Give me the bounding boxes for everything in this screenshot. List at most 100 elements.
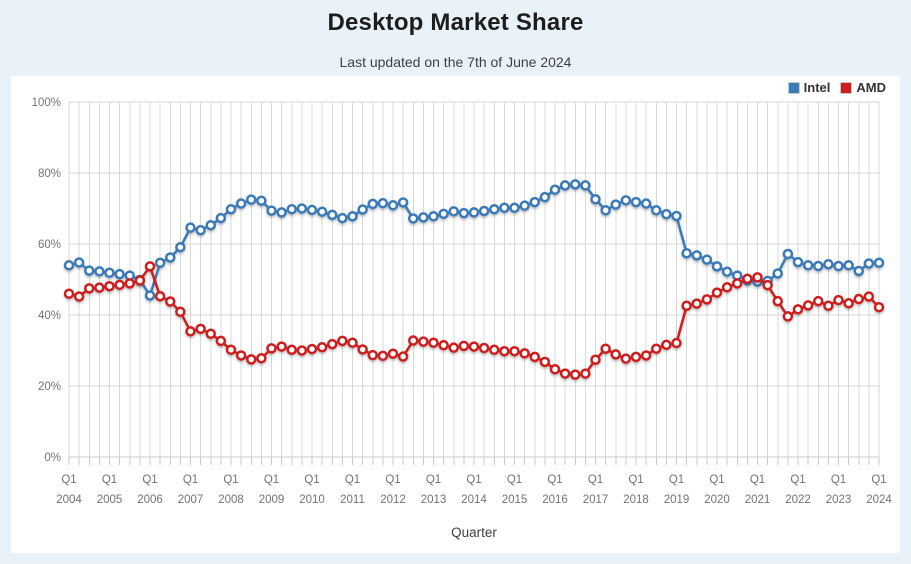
data-point-intel[interactable]	[478, 205, 490, 217]
data-point-amd[interactable]	[691, 298, 702, 309]
data-point-intel[interactable]	[438, 208, 449, 220]
data-point-amd[interactable]	[539, 356, 551, 368]
data-point-amd[interactable]	[306, 343, 318, 355]
data-point-amd[interactable]	[489, 344, 500, 356]
data-point-amd[interactable]	[499, 345, 510, 357]
data-point-amd[interactable]	[661, 339, 672, 351]
data-point-amd[interactable]	[792, 304, 804, 315]
data-point-intel[interactable]	[327, 209, 338, 221]
data-point-intel[interactable]	[408, 213, 419, 224]
data-point-intel[interactable]	[620, 195, 632, 206]
data-point-amd[interactable]	[63, 288, 75, 299]
data-point-intel[interactable]	[448, 206, 459, 217]
data-point-intel[interactable]	[792, 256, 804, 268]
data-point-intel[interactable]	[813, 260, 824, 272]
data-point-intel[interactable]	[185, 222, 196, 233]
data-point-amd[interactable]	[559, 368, 571, 379]
data-point-amd[interactable]	[286, 344, 297, 356]
data-point-amd[interactable]	[681, 300, 692, 312]
data-point-amd[interactable]	[468, 341, 480, 352]
data-point-intel[interactable]	[235, 198, 247, 209]
data-point-amd[interactable]	[377, 350, 389, 362]
data-point-amd[interactable]	[316, 342, 328, 353]
data-point-amd[interactable]	[549, 364, 561, 375]
data-point-amd[interactable]	[357, 344, 368, 355]
data-point-amd[interactable]	[711, 287, 723, 298]
legend-item-intel[interactable]: Intel	[787, 80, 830, 95]
data-point-intel[interactable]	[316, 206, 328, 217]
data-point-amd[interactable]	[863, 291, 875, 302]
data-point-intel[interactable]	[782, 248, 794, 260]
data-point-amd[interactable]	[853, 293, 864, 305]
data-point-intel[interactable]	[468, 207, 480, 218]
data-point-intel[interactable]	[721, 266, 733, 277]
data-point-amd[interactable]	[225, 344, 237, 356]
data-point-intel[interactable]	[306, 204, 318, 216]
data-point-intel[interactable]	[418, 212, 429, 223]
data-point-amd[interactable]	[397, 351, 409, 362]
data-point-amd[interactable]	[600, 343, 611, 354]
data-point-intel[interactable]	[661, 208, 672, 220]
data-point-amd[interactable]	[387, 348, 399, 359]
data-point-amd[interactable]	[772, 295, 783, 307]
data-point-amd[interactable]	[610, 349, 621, 360]
data-point-amd[interactable]	[195, 323, 206, 335]
data-point-intel[interactable]	[337, 212, 348, 224]
data-point-intel[interactable]	[175, 241, 186, 253]
data-point-intel[interactable]	[377, 197, 389, 209]
data-point-amd[interactable]	[256, 353, 267, 364]
data-point-intel[interactable]	[711, 261, 723, 272]
data-point-amd[interactable]	[752, 272, 763, 283]
data-point-amd[interactable]	[205, 328, 216, 340]
data-point-intel[interactable]	[458, 207, 470, 219]
data-point-amd[interactable]	[215, 335, 227, 347]
data-point-amd[interactable]	[671, 337, 682, 349]
data-point-intel[interactable]	[489, 203, 500, 215]
data-point-amd[interactable]	[266, 343, 277, 354]
data-point-intel[interactable]	[387, 200, 399, 211]
data-point-intel[interactable]	[600, 205, 611, 216]
data-point-intel[interactable]	[499, 202, 510, 214]
data-point-intel[interactable]	[691, 250, 702, 261]
data-point-amd[interactable]	[185, 326, 196, 337]
data-point-amd[interactable]	[104, 280, 115, 292]
data-point-intel[interactable]	[246, 194, 257, 205]
data-point-amd[interactable]	[478, 342, 490, 354]
data-point-amd[interactable]	[84, 283, 95, 294]
data-point-amd[interactable]	[519, 348, 530, 359]
data-point-intel[interactable]	[802, 260, 814, 271]
data-point-amd[interactable]	[529, 351, 540, 363]
data-point-intel[interactable]	[347, 211, 358, 222]
data-point-amd[interactable]	[276, 341, 287, 352]
data-point-intel[interactable]	[529, 196, 540, 208]
data-point-intel[interactable]	[640, 198, 652, 209]
data-point-intel[interactable]	[549, 184, 561, 195]
data-point-intel[interactable]	[63, 260, 75, 271]
data-point-intel[interactable]	[651, 205, 662, 216]
data-point-intel[interactable]	[114, 268, 125, 280]
data-point-intel[interactable]	[610, 199, 621, 210]
data-point-amd[interactable]	[408, 335, 419, 346]
data-point-intel[interactable]	[165, 252, 176, 263]
data-point-amd[interactable]	[782, 311, 794, 322]
data-point-amd[interactable]	[701, 294, 713, 305]
data-point-amd[interactable]	[428, 337, 439, 348]
data-point-intel[interactable]	[671, 210, 682, 222]
data-point-intel[interactable]	[570, 179, 581, 190]
data-point-amd[interactable]	[94, 282, 105, 293]
data-point-intel[interactable]	[873, 257, 885, 269]
data-point-amd[interactable]	[124, 278, 135, 289]
data-point-intel[interactable]	[266, 205, 277, 216]
data-point-amd[interactable]	[732, 278, 743, 289]
data-point-intel[interactable]	[256, 195, 267, 206]
data-point-intel[interactable]	[286, 203, 297, 215]
data-point-intel[interactable]	[428, 211, 439, 222]
data-point-amd[interactable]	[418, 336, 429, 347]
data-point-amd[interactable]	[438, 339, 449, 351]
data-point-intel[interactable]	[580, 180, 591, 191]
data-point-intel[interactable]	[701, 254, 713, 265]
legend-item-amd[interactable]: AMD	[840, 80, 886, 95]
data-point-amd[interactable]	[246, 354, 257, 365]
data-point-intel[interactable]	[772, 268, 783, 279]
data-point-amd[interactable]	[873, 301, 885, 313]
